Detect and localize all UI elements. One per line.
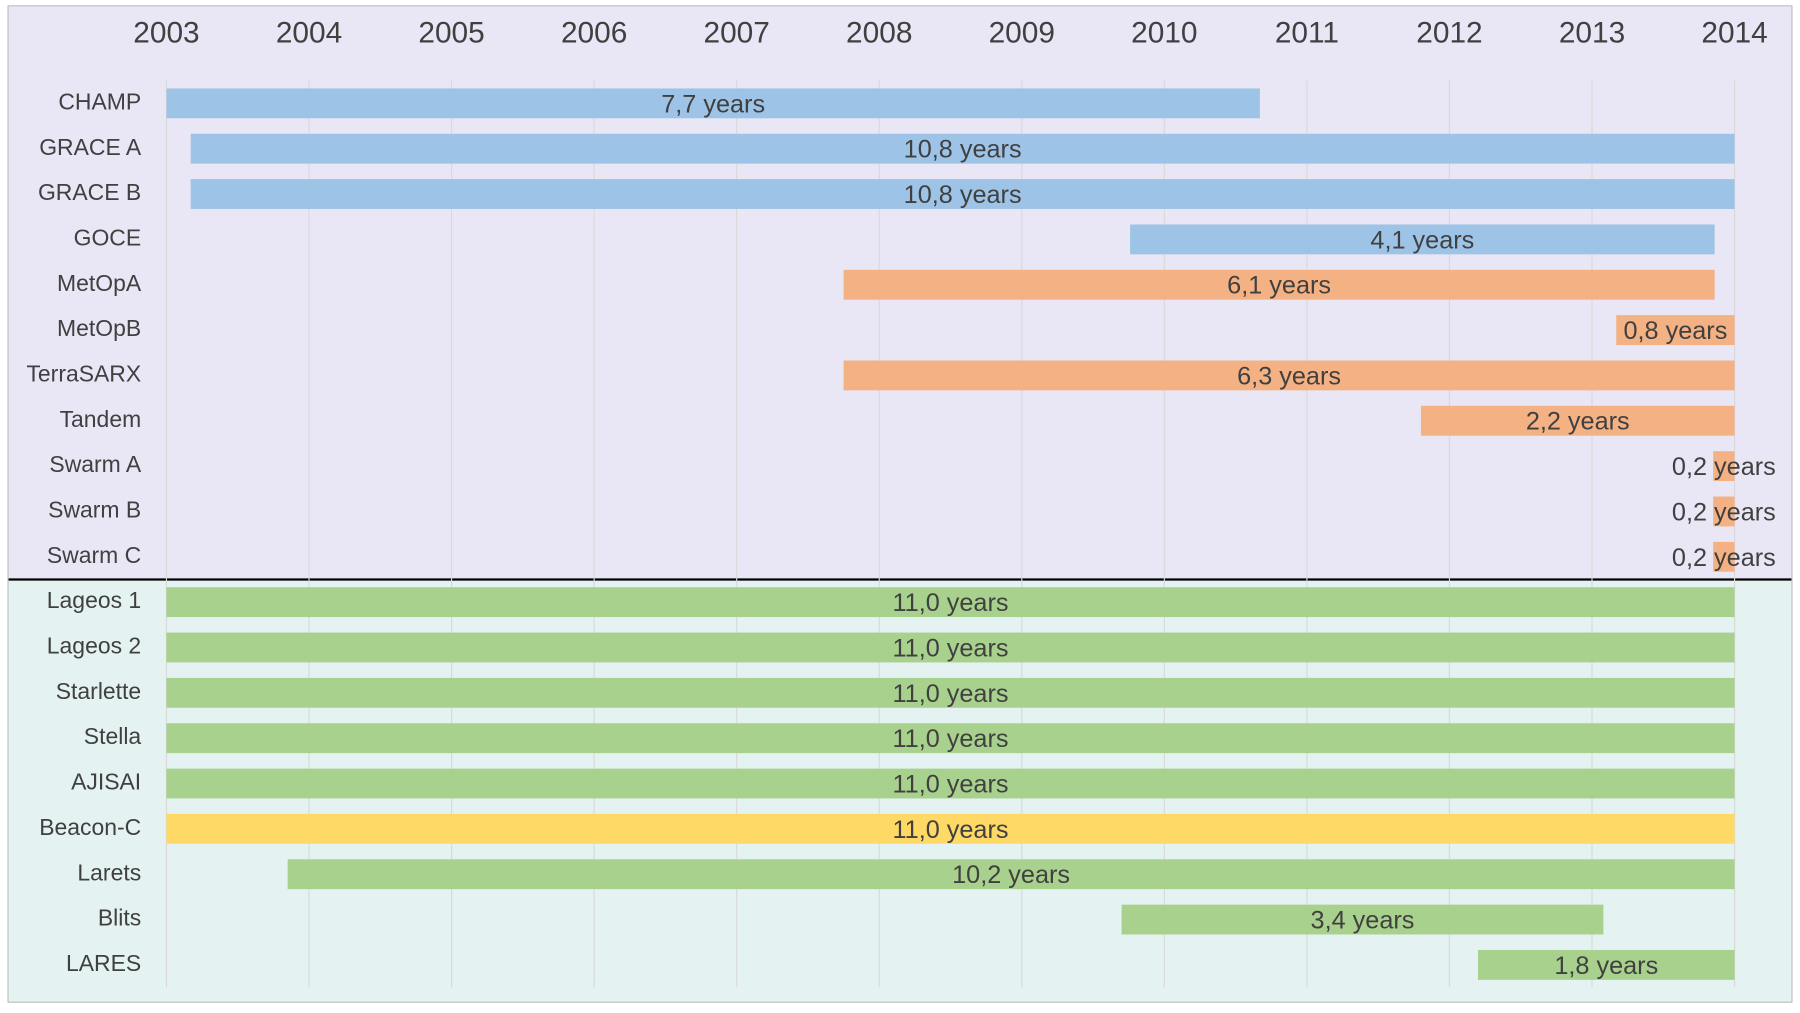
bar xyxy=(843,360,1735,391)
row-label: Blits xyxy=(98,905,141,931)
bar xyxy=(166,723,1735,754)
bar-label: 11,0 years xyxy=(892,680,1008,708)
x-tick-label: 2008 xyxy=(846,16,912,49)
bar xyxy=(166,88,1260,119)
bar-label: 0,8 years xyxy=(1623,317,1727,345)
row-label: MetOpA xyxy=(57,270,142,296)
row-label: Swarm C xyxy=(47,542,141,568)
row-label: GRACE A xyxy=(39,134,142,160)
bar xyxy=(1121,904,1604,935)
row-label: Swarm B xyxy=(48,497,141,523)
x-tick-label: 2012 xyxy=(1416,16,1482,49)
bar-label: 1,8 years xyxy=(1554,952,1658,980)
bar xyxy=(190,133,1735,164)
bar xyxy=(166,632,1735,663)
bar-label: 0,2 years xyxy=(1672,498,1776,526)
row-label: LARES xyxy=(66,950,141,976)
x-tick-label: 2014 xyxy=(1701,16,1767,49)
bar xyxy=(190,179,1735,209)
bar-label: 0,2 years xyxy=(1672,453,1776,481)
row-label: Beacon-C xyxy=(39,814,141,840)
bar-label: 11,0 years xyxy=(892,816,1008,844)
bar xyxy=(166,677,1735,708)
row-label: Starlette xyxy=(56,678,141,704)
bar-label: 6,3 years xyxy=(1237,362,1341,390)
row-label: Tandem xyxy=(60,406,142,432)
x-tick-label: 2004 xyxy=(276,16,342,49)
row-label: Stella xyxy=(84,723,142,749)
frame xyxy=(7,5,1793,1003)
bar xyxy=(1616,315,1735,346)
bar xyxy=(1713,541,1735,572)
x-tick-label: 2009 xyxy=(989,16,1055,49)
bar xyxy=(1130,224,1715,255)
bar-label: 3,4 years xyxy=(1311,907,1415,935)
bar xyxy=(287,859,1735,890)
bar-label: 7,7 years xyxy=(661,90,765,118)
bar-label: 6,1 years xyxy=(1227,272,1331,300)
row-label: Swarm A xyxy=(49,451,141,477)
row-label: Larets xyxy=(77,859,141,885)
bar-label: 10,8 years xyxy=(904,136,1022,164)
bar-label: 10,8 years xyxy=(904,181,1022,209)
row-label: Lageos 2 xyxy=(47,633,141,659)
x-tick-label: 2010 xyxy=(1131,16,1197,49)
bar xyxy=(1713,451,1735,482)
row-label: CHAMP xyxy=(58,88,141,114)
bar-label: 2,2 years xyxy=(1526,408,1630,436)
row-label: GOCE xyxy=(74,224,142,250)
bar xyxy=(166,813,1735,844)
row-label: AJISAI xyxy=(71,769,141,795)
bar-label: 11,0 years xyxy=(892,725,1008,753)
x-tick-label: 2007 xyxy=(703,16,769,49)
x-tick-label: 2011 xyxy=(1275,16,1339,49)
bar xyxy=(1477,949,1735,980)
row-label: MetOpB xyxy=(57,315,141,341)
row-label: GRACE B xyxy=(38,179,141,205)
x-tick-label: 2005 xyxy=(418,16,484,49)
bar xyxy=(1420,405,1735,436)
bar xyxy=(166,587,1735,618)
bar xyxy=(166,768,1735,799)
x-tick-label: 2003 xyxy=(133,16,199,49)
row-label: TerraSARX xyxy=(26,360,141,386)
bar-label: 11,0 years xyxy=(892,770,1008,798)
bar-label: 11,0 years xyxy=(892,589,1008,617)
x-tick-label: 2006 xyxy=(561,16,627,49)
bar xyxy=(1713,496,1735,527)
x-tick-label: 2013 xyxy=(1559,16,1625,49)
bar-label: 0,2 years xyxy=(1672,544,1776,572)
row-label: Lageos 1 xyxy=(47,587,141,613)
bar xyxy=(843,269,1715,300)
bar-label: 11,0 years xyxy=(892,634,1008,662)
bar-label: 4,1 years xyxy=(1370,226,1474,254)
bar-label: 10,2 years xyxy=(952,861,1070,889)
